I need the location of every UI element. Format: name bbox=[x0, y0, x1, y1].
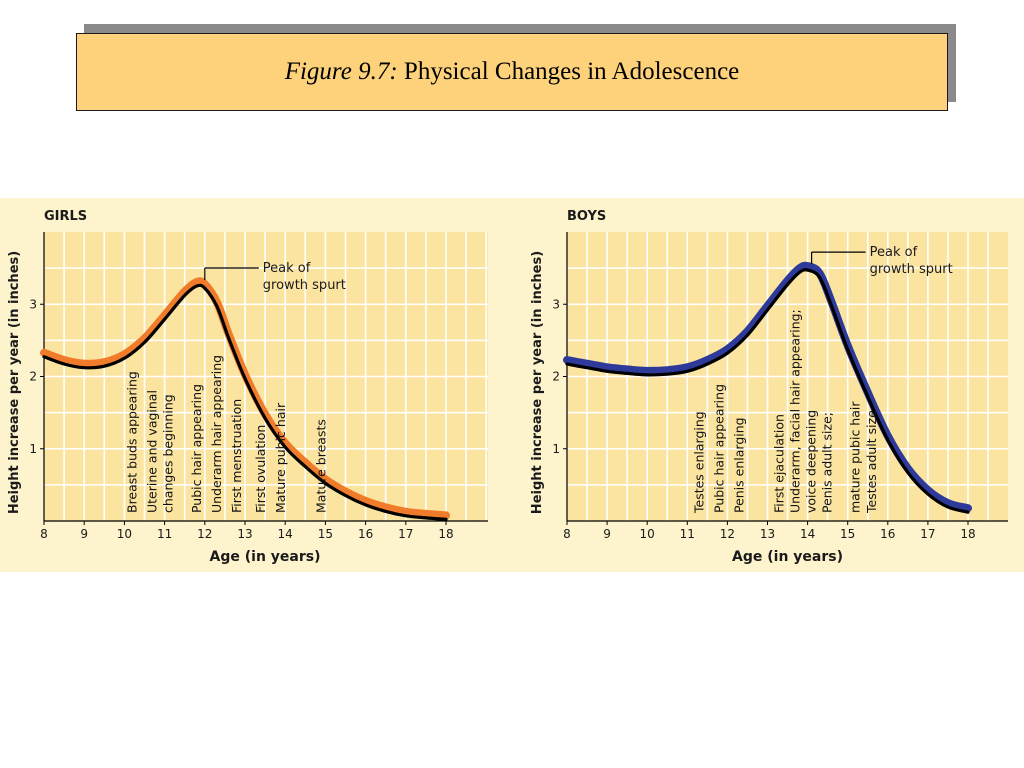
boys-y-tick-label: 1 bbox=[552, 442, 560, 456]
girls-x-tick-label: 16 bbox=[358, 527, 373, 541]
girls-peak-label: growth spurt bbox=[263, 278, 346, 293]
girls-milestone-label: Mature pubic hair bbox=[273, 402, 288, 513]
girls-panel-label: GIRLS bbox=[44, 209, 87, 224]
boys-milestone-label: Penis enlarging bbox=[731, 417, 746, 513]
boys-milestone-label: Testes adult size bbox=[864, 410, 879, 514]
boys-milestone-label: Testes enlarging bbox=[691, 411, 706, 514]
boys-x-tick-label: 11 bbox=[680, 527, 695, 541]
boys-x-tick-label: 8 bbox=[563, 527, 571, 541]
girls-x-tick-label: 18 bbox=[438, 527, 453, 541]
title-box: Figure 9.7: Physical Changes in Adolesce… bbox=[76, 33, 948, 111]
girls-x-tick-label: 14 bbox=[278, 527, 293, 541]
boys-milestone-label: Underarm, facial hair appearing; bbox=[788, 309, 803, 513]
boys-x-tick-label: 9 bbox=[603, 527, 611, 541]
figure-title: Physical Changes in Adolescence bbox=[403, 58, 740, 85]
boys-y-axis-label: Height increase per year (in inches) bbox=[530, 251, 545, 514]
boys-y-tick-label: 2 bbox=[552, 370, 560, 384]
boys-milestone-label: voice deepening bbox=[804, 410, 819, 513]
girls-growth-curve-outline bbox=[42, 283, 448, 521]
girls-x-tick-label: 13 bbox=[237, 527, 252, 541]
boys-milestone-label: Pubic hair appearing bbox=[711, 384, 726, 513]
boys-milestone-label: First ejaculation bbox=[772, 414, 787, 513]
boys-x-tick-label: 16 bbox=[880, 527, 895, 541]
boys-panel-label: BOYS bbox=[567, 209, 606, 224]
boys-peak-label: Peak of bbox=[870, 245, 918, 260]
girls-y-tick-label: 3 bbox=[29, 297, 37, 311]
girls-x-tick-label: 8 bbox=[40, 527, 48, 541]
girls-milestone-label: First menstruation bbox=[229, 399, 244, 513]
boys-x-tick-label: 17 bbox=[920, 527, 935, 541]
girls-x-tick-label: 11 bbox=[157, 527, 172, 541]
boys-x-tick-label: 15 bbox=[840, 527, 855, 541]
girls-x-tick-label: 10 bbox=[117, 527, 132, 541]
boys-milestone-label: mature pubic hair bbox=[848, 401, 863, 513]
girls-x-axis-label: Age (in years) bbox=[210, 549, 321, 565]
boys-peak-label: growth spurt bbox=[870, 262, 953, 277]
boys-x-axis-label: Age (in years) bbox=[732, 549, 843, 565]
girls-milestone-label: Underarm hair appearing bbox=[209, 355, 224, 513]
girls-grid bbox=[44, 232, 488, 521]
girls-peak-label: Peak of bbox=[263, 261, 311, 276]
boys-x-tick-label: 18 bbox=[960, 527, 975, 541]
boys-x-tick-label: 12 bbox=[720, 527, 735, 541]
boys-milestone-label: Penis adult size; bbox=[820, 412, 835, 513]
boys-y-tick-label: 3 bbox=[552, 297, 560, 311]
boys-x-tick-label: 14 bbox=[800, 527, 815, 541]
girls-y-axis-label: Height increase per year (in inches) bbox=[7, 251, 22, 514]
boys-growth-curve-outline bbox=[565, 268, 970, 514]
girls-y-tick-label: 2 bbox=[29, 370, 37, 384]
girls-milestone-label: changes beginning bbox=[161, 394, 176, 513]
girls-y-tick-label: 1 bbox=[29, 442, 37, 456]
girls-x-tick-label: 17 bbox=[398, 527, 413, 541]
girls-milestone-label: Mature breasts bbox=[313, 419, 328, 513]
girls-milestone-label: Breast buds appearing bbox=[124, 371, 139, 513]
girls-milestone-label: Pubic hair appearing bbox=[189, 384, 204, 513]
girls-x-tick-label: 15 bbox=[318, 527, 333, 541]
boys-x-tick-label: 10 bbox=[640, 527, 655, 541]
girls-x-tick-label: 9 bbox=[80, 527, 88, 541]
girls-milestone-label: First ovulation bbox=[253, 425, 268, 513]
boys-growth-curve bbox=[563, 261, 972, 513]
girls-milestone-label: Uterine and vaginal bbox=[145, 390, 160, 513]
boys-x-tick-label: 13 bbox=[760, 527, 775, 541]
boys-grid bbox=[567, 232, 1008, 521]
figure-label: Figure 9.7: bbox=[284, 58, 398, 85]
slide-title: Figure 9.7: Physical Changes in Adolesce… bbox=[285, 58, 740, 86]
girls-x-tick-label: 12 bbox=[197, 527, 212, 541]
